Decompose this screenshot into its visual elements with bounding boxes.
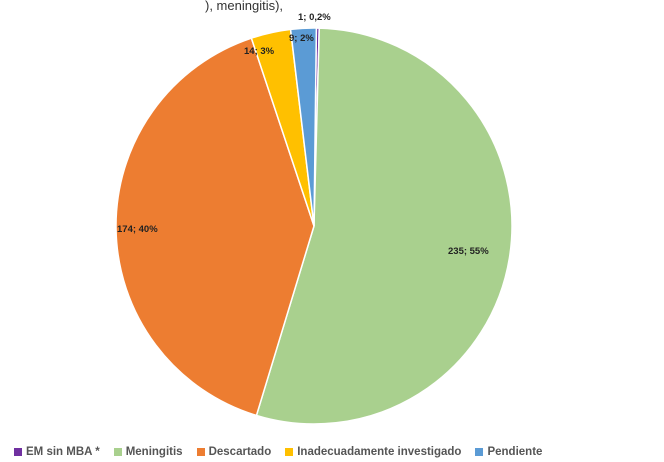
legend-swatch xyxy=(14,448,22,456)
data-label-descartado: 174; 40% xyxy=(117,224,158,235)
legend-label: EM sin MBA * xyxy=(26,446,100,458)
pie-chart: ), meningitis), 1; 0,2%235; 55%174; 40%1… xyxy=(115,0,513,425)
data-label-pendiente: 9; 2% xyxy=(289,33,314,44)
legend-label: Descartado xyxy=(208,446,272,458)
legend-item: Descartado xyxy=(196,446,272,458)
legend-label: Inadecuadamente investigado xyxy=(297,446,462,458)
legend-label: Meningitis xyxy=(125,446,183,458)
data-label-meningitis: 235; 55% xyxy=(448,246,489,257)
legend-item: Pendiente xyxy=(475,446,542,458)
legend-item: EM sin MBA * xyxy=(14,446,100,458)
legend-swatch xyxy=(285,448,294,456)
legend-swatch xyxy=(196,448,205,456)
header-text-fragment: ), meningitis), xyxy=(205,0,283,13)
data-label-em-sin-mba: 1; 0,2% xyxy=(298,12,331,23)
legend-item: Meningitis xyxy=(113,446,183,458)
pie-slice-meningitis xyxy=(255,27,513,425)
legend-label: Pendiente xyxy=(487,446,543,458)
legend-swatch xyxy=(475,448,484,456)
legend: EM sin MBA * Meningitis Descartado Inadecua… xyxy=(14,446,542,458)
pie-slices xyxy=(115,27,513,425)
pie-slice-pendiente xyxy=(289,27,318,227)
pie-slice-descartado xyxy=(115,37,315,417)
legend-swatch xyxy=(113,448,122,456)
data-label-inadecuadamente-investigado: 14; 3% xyxy=(244,46,275,57)
pie-labels: 1; 0,2% 235; 55% 174; 40% 14; 3% 9; 2% xyxy=(117,12,489,257)
legend-item: Inadecuadamente investigado xyxy=(285,446,461,458)
